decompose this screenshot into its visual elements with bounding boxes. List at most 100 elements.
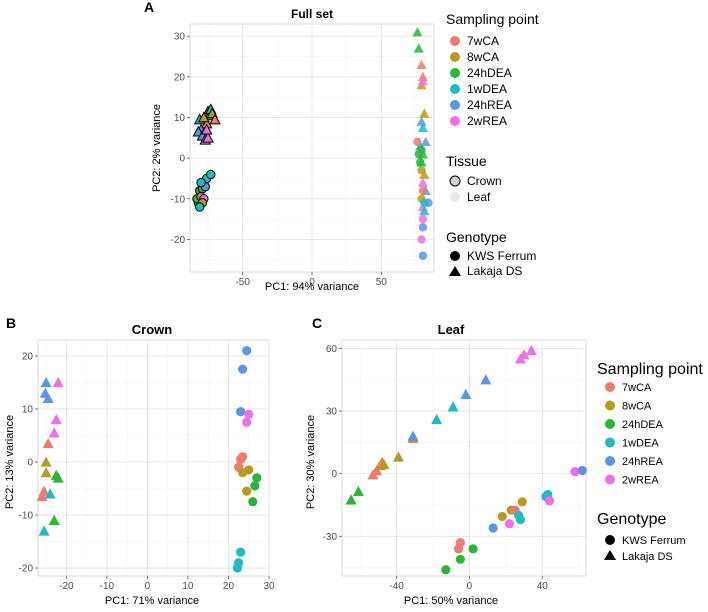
- panel-b-point-1wDEA: [232, 563, 242, 573]
- legend-lakaja-label: Lakaja DS: [467, 264, 522, 278]
- panel-label-c: C: [312, 315, 322, 331]
- panel-c-xtick-label: -40: [389, 581, 404, 592]
- panel-a-point-2wREA: [202, 131, 214, 143]
- panel-b-point-8wCA: [244, 465, 254, 475]
- panel-a-point-8wCA: [419, 169, 430, 179]
- panel-b-ytick-label: -10: [19, 511, 34, 522]
- panel-a-point-2wREA: [417, 235, 426, 244]
- legend-right-genotype-title: Genotype: [597, 511, 666, 528]
- legend-leaf-label: Leaf: [467, 190, 491, 204]
- legend-tissue-title: Tissue: [446, 153, 487, 169]
- legend-right-kws-label: KWS Ferrum: [622, 535, 686, 547]
- panel-c-point-1wDEA: [447, 401, 459, 412]
- panel-b-point-24hREA: [238, 364, 248, 374]
- panel-c-point-2wREA: [570, 466, 580, 477]
- panel-a-point-8wCA: [417, 166, 426, 175]
- panel-c-ytick-label: 0: [331, 469, 337, 480]
- panel-b-xtick-label: -10: [100, 581, 115, 592]
- panel-b-point-24hDEA: [50, 469, 62, 480]
- panel-a-point-24hREA: [418, 251, 428, 260]
- legend-right-sampling-title: Sampling point: [597, 361, 703, 378]
- legend-main-label-1wDEA: 1wDEA: [467, 82, 507, 96]
- panel-b-point-24hDEA: [252, 473, 262, 483]
- legend-kws-swatch: [450, 251, 460, 261]
- panel-c-point-24hDEA: [345, 494, 357, 505]
- legend-right-swatch-24hREA: [605, 456, 615, 466]
- legend-leaf-swatch: [450, 192, 460, 202]
- legend-crown-swatch: [449, 175, 461, 187]
- legend-right-swatch-24hDEA: [605, 419, 615, 429]
- legend-right-label-2wREA: 2wREA: [622, 475, 659, 487]
- panel-b-title: Crown: [132, 322, 173, 337]
- panel-c-xlabel: PC1: 50% variance: [404, 595, 498, 607]
- panel-a-point-7wCA: [416, 59, 427, 69]
- panel-a-point-24hREA: [416, 116, 427, 126]
- panel-b-point-2wREA: [244, 409, 254, 419]
- legend-right-label-7wCA: 7wCA: [622, 382, 652, 394]
- panel-c-point-2wREA: [544, 496, 555, 506]
- legend-main-label-24hDEA: 24hDEA: [467, 66, 512, 80]
- panel-b-point-24hDEA: [250, 481, 260, 491]
- panel-b-point-2wREA: [50, 414, 62, 425]
- panel-c-ytick-label: -30: [323, 532, 338, 543]
- legend-main-swatch-8wCA: [450, 52, 460, 62]
- panel-a-ytick-label: 20: [174, 72, 186, 83]
- panel-c-point-7wCA: [371, 465, 383, 476]
- panel-b-xtick-label: 20: [223, 581, 235, 592]
- panel-b-ytick-label: 20: [22, 351, 34, 362]
- panel-a-point-24hREA: [418, 223, 428, 232]
- panel-c-plot: -40 0 40 -30 0 30 60: [323, 339, 587, 592]
- panel-a-xtick-label: 50: [376, 277, 388, 288]
- panel-a-point-2wREA: [418, 214, 428, 224]
- panel-a-point-24hDEA: [413, 43, 424, 53]
- panel-b-point-2wREA: [242, 417, 252, 427]
- legend-main-label-2wREA: 2wREA: [467, 114, 507, 128]
- panel-b-point-24hREA: [40, 376, 52, 388]
- panel-b-ytick-label: 10: [22, 404, 34, 415]
- panel-a-ytick-label: -20: [171, 235, 186, 246]
- panel-label-a: A: [144, 0, 154, 15]
- panel-b-point-1wDEA: [44, 488, 56, 499]
- legend-main-label-8wCA: 8wCA: [467, 50, 499, 64]
- panel-b-xtick-label: 30: [263, 581, 275, 592]
- panel-c-point-24hDEA: [441, 565, 451, 575]
- panel-b-background: [37, 339, 270, 577]
- panel-b-point-24hDEA: [248, 497, 258, 507]
- legend-right-label-24hREA: 24hREA: [622, 456, 664, 468]
- legend-sampling-title: Sampling point: [446, 11, 539, 27]
- panel-b-ytick-label: 0: [27, 457, 33, 468]
- panel-a-title: Full set: [291, 7, 333, 21]
- legend-lakaja-swatch: [449, 266, 461, 276]
- panel-c-point-24hREA: [480, 374, 492, 385]
- panel-b-point-7wCA: [238, 452, 248, 462]
- panel-a-xtick-label: -50: [235, 277, 250, 288]
- panel-c-ytick-label: 60: [326, 344, 338, 355]
- panel-c-point-2wREA: [504, 519, 515, 529]
- legend-right-label-1wDEA: 1wDEA: [622, 438, 659, 450]
- legend-main-label-7wCA: 7wCA: [467, 34, 499, 48]
- panel-b-xtick-label: -20: [59, 581, 74, 592]
- panel-b-xlabel: PC1: 71% variance: [105, 595, 199, 607]
- panel-a-point-1wDEA: [419, 205, 430, 216]
- legend-main-swatch-1wDEA: [450, 84, 460, 94]
- panel-b-point-8wCA: [40, 467, 52, 478]
- legend-right-swatch-2wREA: [605, 474, 615, 485]
- panel-a-point-7wCA: [418, 186, 428, 195]
- legend-main-label-24hREA: 24hREA: [467, 98, 512, 112]
- panel-c-point-24hDEA: [352, 485, 364, 497]
- panel-c-point-24hREA: [460, 388, 472, 399]
- panel-a-ytick-label: 0: [179, 154, 185, 165]
- panel-b-point-1wDEA: [38, 525, 50, 536]
- panel-a-point-1wDEA: [196, 177, 206, 188]
- legend-right-sampling-items: 7wCA 8wCA 24hDEA 1wDEA 24hREA 2wREA: [605, 382, 664, 487]
- panel-c-point-24hREA: [577, 465, 587, 476]
- legend-kws-label: KWS Ferrum: [467, 249, 536, 263]
- panel-a-point-7wCA: [209, 113, 221, 125]
- panel-a-point-1wDEA: [195, 202, 205, 212]
- panel-c-point-8wCA: [517, 497, 527, 507]
- legend-right: Sampling point 7wCA 8wCA 24hDEA 1wDEA 24hREA…: [597, 361, 703, 563]
- panel-a-point-24hDEA: [415, 158, 425, 167]
- panel-a-ytick-label: -10: [171, 194, 186, 205]
- legend-main-swatch-24hREA: [450, 100, 460, 110]
- legend-right-swatch-7wCA: [605, 382, 615, 392]
